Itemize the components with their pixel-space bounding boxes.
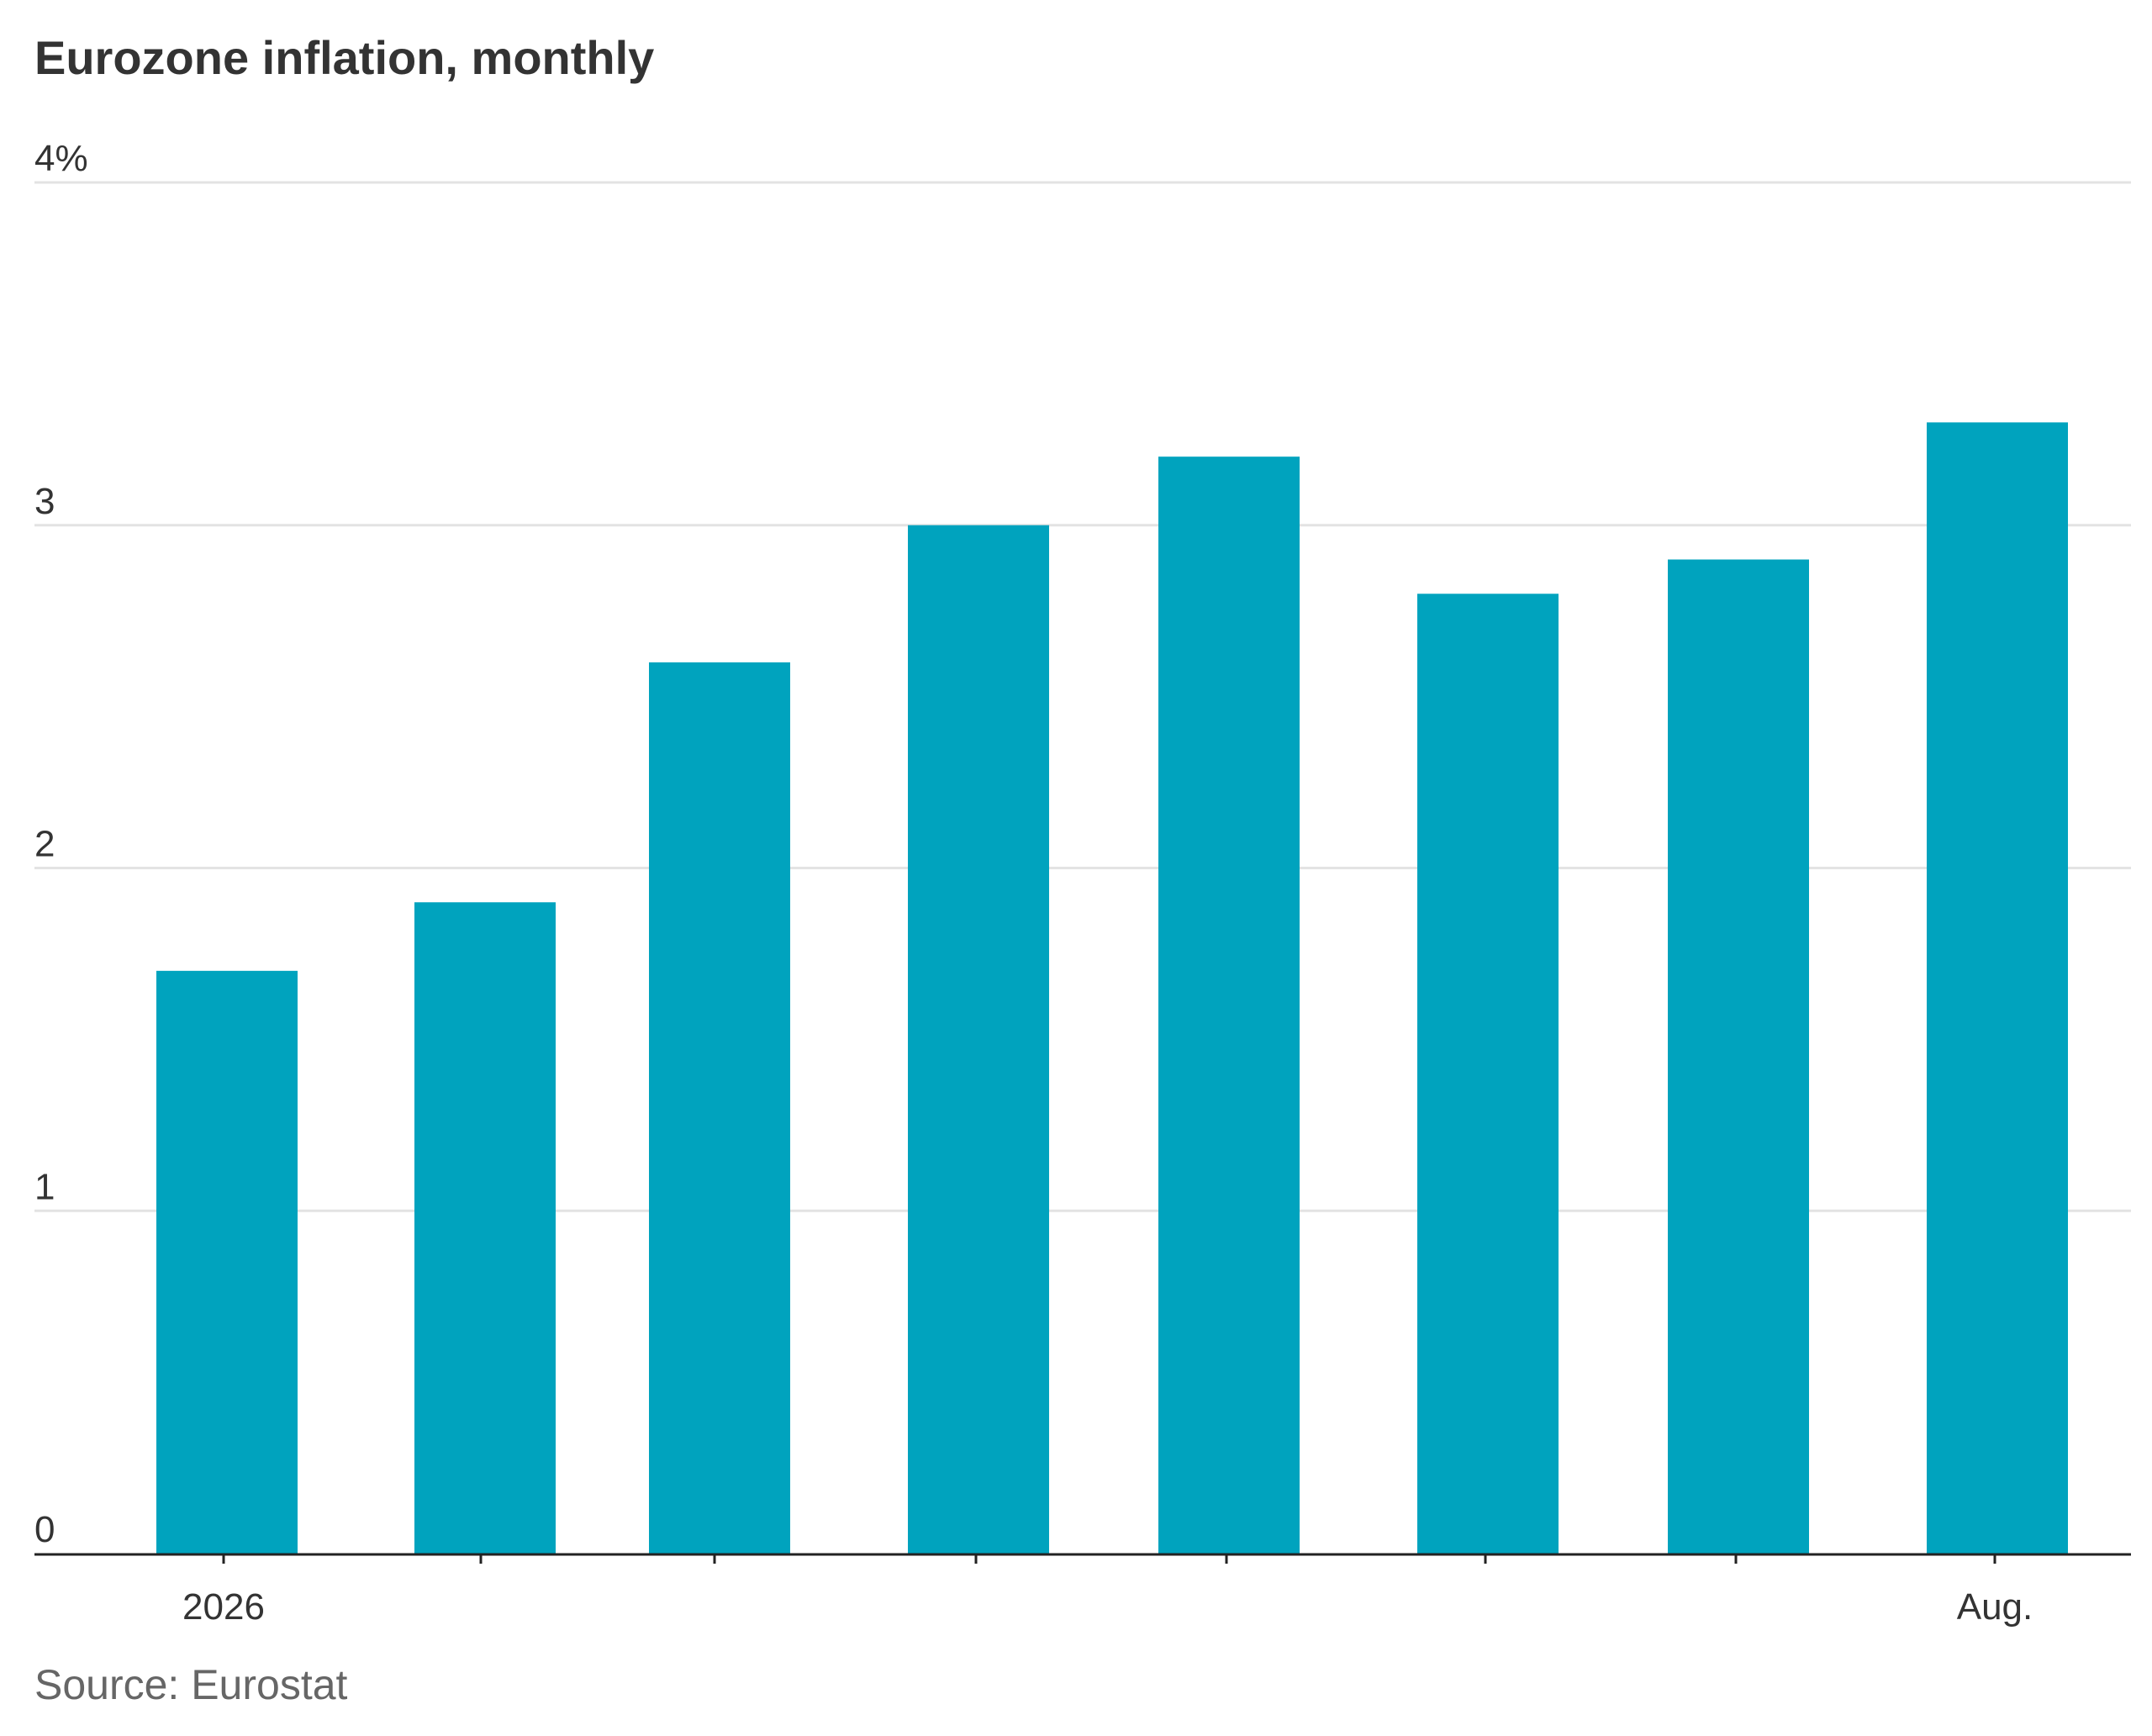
y-tick-label-1: 1 [34,1166,55,1207]
bar-6 [1668,559,1809,1554]
x-axis [34,1553,2131,1564]
bar-7 [1927,422,2068,1554]
bar-3 [908,525,1049,1554]
y-tick-label-2: 2 [34,824,55,865]
y-tick-label-0: 0 [34,1509,55,1550]
y-tick-label-3: 3 [34,481,55,522]
x-tick-label-0: 2026 [182,1586,265,1628]
bar-1 [414,902,556,1554]
bar-4 [1158,456,1300,1554]
y-tick-label-4: 4% [34,138,88,179]
x-tick-label-7: Aug. [1957,1586,2033,1628]
bars [156,422,2068,1554]
bar-2 [649,662,790,1554]
bar-0 [156,970,298,1554]
tick-labels: 0 1 2 3 4% 2026 Aug. [34,138,2033,1628]
source-note: Source: Eurostat [34,1661,348,1708]
gridlines [34,181,2131,1212]
bar-5 [1417,594,1559,1554]
chart-title: Eurozone inflation, monthly [34,31,655,84]
